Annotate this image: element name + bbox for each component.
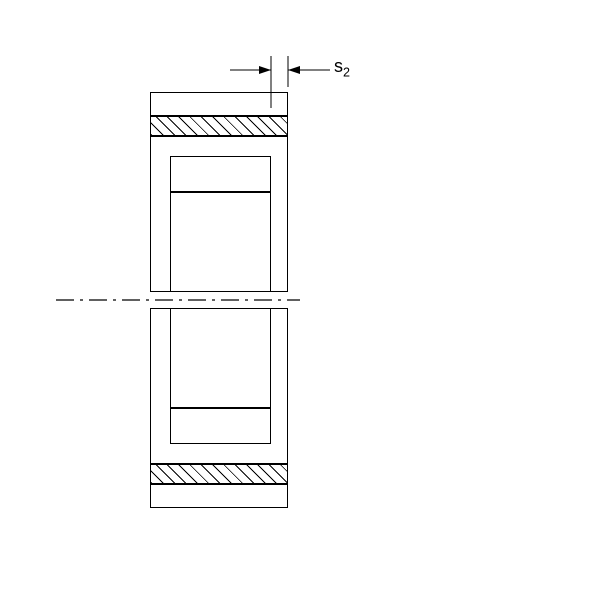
dim-label-text: s <box>334 56 343 76</box>
dim-arrow-right <box>288 66 300 74</box>
dim-arrow-left <box>259 66 271 74</box>
bearing-cross-section-diagram: s2 <box>0 0 600 600</box>
dim-label-subscript: 2 <box>343 66 350 80</box>
dim-label-s2: s2 <box>334 56 350 80</box>
annotation-overlay <box>0 0 600 600</box>
